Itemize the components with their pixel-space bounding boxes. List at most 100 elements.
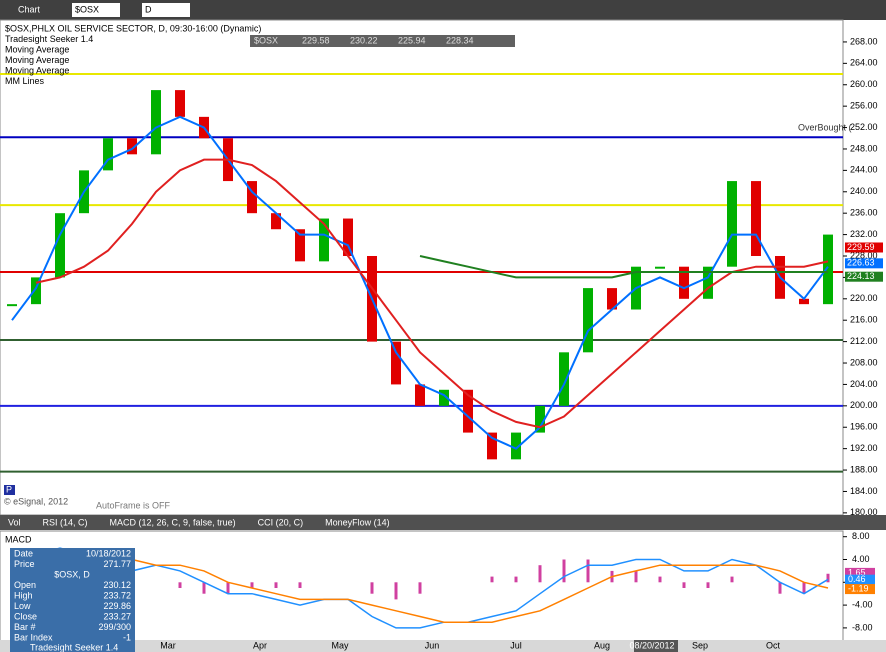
y-tick-label: 184.00 — [850, 486, 878, 496]
y-tick-label: 196.00 — [850, 422, 878, 432]
info-value: 233.27 — [103, 611, 131, 621]
candle — [391, 341, 401, 385]
info-label: Date — [14, 548, 33, 558]
candle — [679, 266, 689, 299]
x-label: Sep — [692, 640, 708, 650]
y-tick-label: -8.00 — [852, 622, 873, 632]
app-label: Chart — [18, 4, 41, 14]
quote-value: $OSX — [254, 35, 278, 45]
candle — [511, 432, 521, 460]
info-value: $OSX, D — [54, 569, 90, 579]
candle — [175, 90, 185, 117]
x-label: May — [331, 640, 349, 650]
moving-average — [11, 115, 829, 450]
y-tick-label: 192.00 — [850, 443, 878, 453]
y-tick-label: 240.00 — [850, 186, 878, 196]
candle — [343, 218, 353, 256]
candle — [751, 181, 761, 256]
candle — [271, 213, 281, 230]
candle — [799, 298, 809, 305]
quote-bar — [250, 35, 515, 47]
quote-value: 228.34 — [446, 35, 474, 45]
info-label: Low — [14, 601, 31, 611]
candle — [487, 432, 497, 460]
candle — [415, 384, 425, 406]
info-value: 230.12 — [103, 580, 131, 590]
info-value: 271.77 — [103, 559, 131, 569]
interval[interactable]: D — [145, 4, 152, 14]
y-tick-label: 248.00 — [850, 143, 878, 153]
info-value: 299/300 — [98, 622, 131, 632]
y-tick-label: 204.00 — [850, 379, 878, 389]
overbought-label: OverBought ( — [798, 123, 852, 133]
macd-tag — [845, 567, 875, 578]
info-footer: Tradesight Seeker 1.4 — [30, 642, 118, 652]
candle — [127, 138, 137, 155]
y-tick-label: 208.00 — [850, 357, 878, 367]
y-tick-label: 260.00 — [850, 79, 878, 89]
macd-tag — [845, 574, 875, 585]
info-label: Price — [14, 559, 35, 569]
price-tag-label: 224.13 — [847, 271, 875, 281]
y-tick-label: 180.00 — [850, 507, 878, 517]
y-tick-label: 264.00 — [850, 58, 878, 68]
macd-title: MACD — [5, 534, 32, 544]
toolbar — [0, 0, 886, 20]
quote-value: 229.58 — [302, 35, 330, 45]
info-label: High — [14, 590, 33, 600]
y-tick-label: 4.00 — [852, 554, 870, 564]
indicator-tab[interactable]: CCI (20, C) — [258, 517, 304, 527]
candle — [727, 181, 737, 267]
indicator-tab[interactable]: MoneyFlow (14) — [325, 517, 390, 527]
y-tick-label: 212.00 — [850, 336, 878, 346]
x-label: Mar — [160, 640, 176, 650]
signal-line — [11, 553, 829, 623]
price-tag — [845, 258, 883, 269]
candle — [247, 181, 257, 214]
symbol[interactable]: $OSX — [75, 4, 99, 14]
macd-tag-label: -1.19 — [848, 583, 869, 593]
price-pane — [0, 19, 844, 516]
symbol-box[interactable] — [72, 3, 120, 17]
moving-average — [35, 158, 829, 429]
y-tick-label: 232.00 — [850, 229, 878, 239]
macd-tag-label: 0.46 — [848, 574, 866, 584]
price-tag-label: 229.59 — [847, 242, 875, 252]
y-tick-label: 188.00 — [850, 464, 878, 474]
interval-box[interactable] — [142, 3, 190, 17]
indicator-tab[interactable]: MACD (12, 26, C, 9, false, true) — [110, 517, 236, 527]
p-button[interactable] — [4, 485, 15, 495]
y-tick-label: 216.00 — [850, 315, 878, 325]
price-tag — [845, 271, 883, 282]
info-panel — [10, 548, 135, 652]
x-label: Apr — [253, 640, 267, 650]
quote-value: 225.94 — [398, 35, 426, 45]
header-line: $OSX,PHLX OIL SERVICE SECTOR, D, 09:30-1… — [5, 23, 261, 33]
candle — [655, 266, 665, 269]
candle — [439, 389, 449, 406]
tab-bar — [0, 515, 886, 530]
info-value: -1 — [123, 632, 131, 642]
candle — [31, 277, 41, 305]
x-label: Aug — [594, 640, 610, 650]
info-label: Open — [14, 580, 36, 590]
header-line: MM Lines — [5, 76, 45, 86]
copyright: © eSignal, 2012 — [4, 496, 68, 506]
info-value: 10/18/2012 — [86, 548, 131, 558]
crosshair-date-box — [634, 640, 678, 652]
indicator-tab[interactable]: RSI (14, C) — [43, 517, 88, 527]
price-tag-label: 226.63 — [847, 258, 875, 268]
y-tick-label: 200.00 — [850, 400, 878, 410]
y-tick-label: 252.00 — [850, 122, 878, 132]
candle — [295, 229, 305, 262]
header-line: Moving Average — [5, 65, 69, 75]
p-button-label: P — [6, 484, 12, 494]
candle — [463, 389, 473, 433]
header-line: Tradesight Seeker 1.4 — [5, 34, 93, 44]
indicator-tab[interactable]: Vol — [8, 517, 21, 527]
autoframe: AutoFrame is OFF — [96, 500, 171, 510]
price-tag — [845, 242, 883, 253]
candle — [319, 218, 329, 262]
y-tick-label: 220.00 — [850, 293, 878, 303]
